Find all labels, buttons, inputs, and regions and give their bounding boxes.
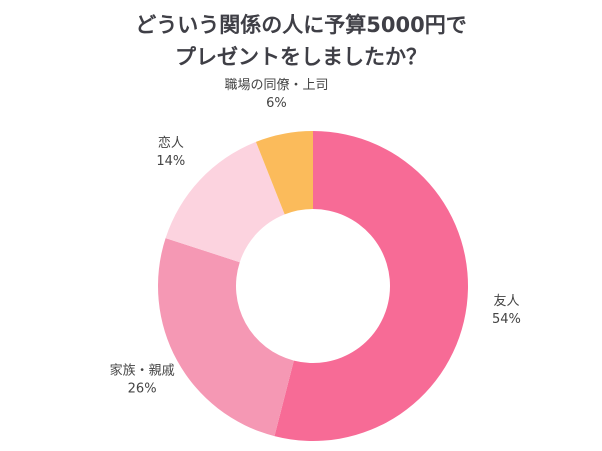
value-label: 6% — [266, 96, 287, 111]
slice — [274, 131, 468, 441]
slice-label: 恋人 — [158, 135, 184, 151]
slice-label: 友人 — [493, 293, 519, 309]
slice-label: 家族・親戚 — [110, 362, 175, 378]
slice-label: 職場の同僚・上司 — [224, 78, 328, 93]
chart-title: どういう関係の人に予算5000円で — [135, 13, 466, 37]
value-label: 14% — [156, 154, 185, 169]
slice — [255, 131, 313, 215]
chart-title: プレゼントをしましたか？ — [175, 45, 427, 69]
value-label: 54% — [492, 312, 521, 327]
value-label: 26% — [128, 381, 157, 396]
slice — [157, 238, 294, 437]
slice — [165, 141, 285, 263]
